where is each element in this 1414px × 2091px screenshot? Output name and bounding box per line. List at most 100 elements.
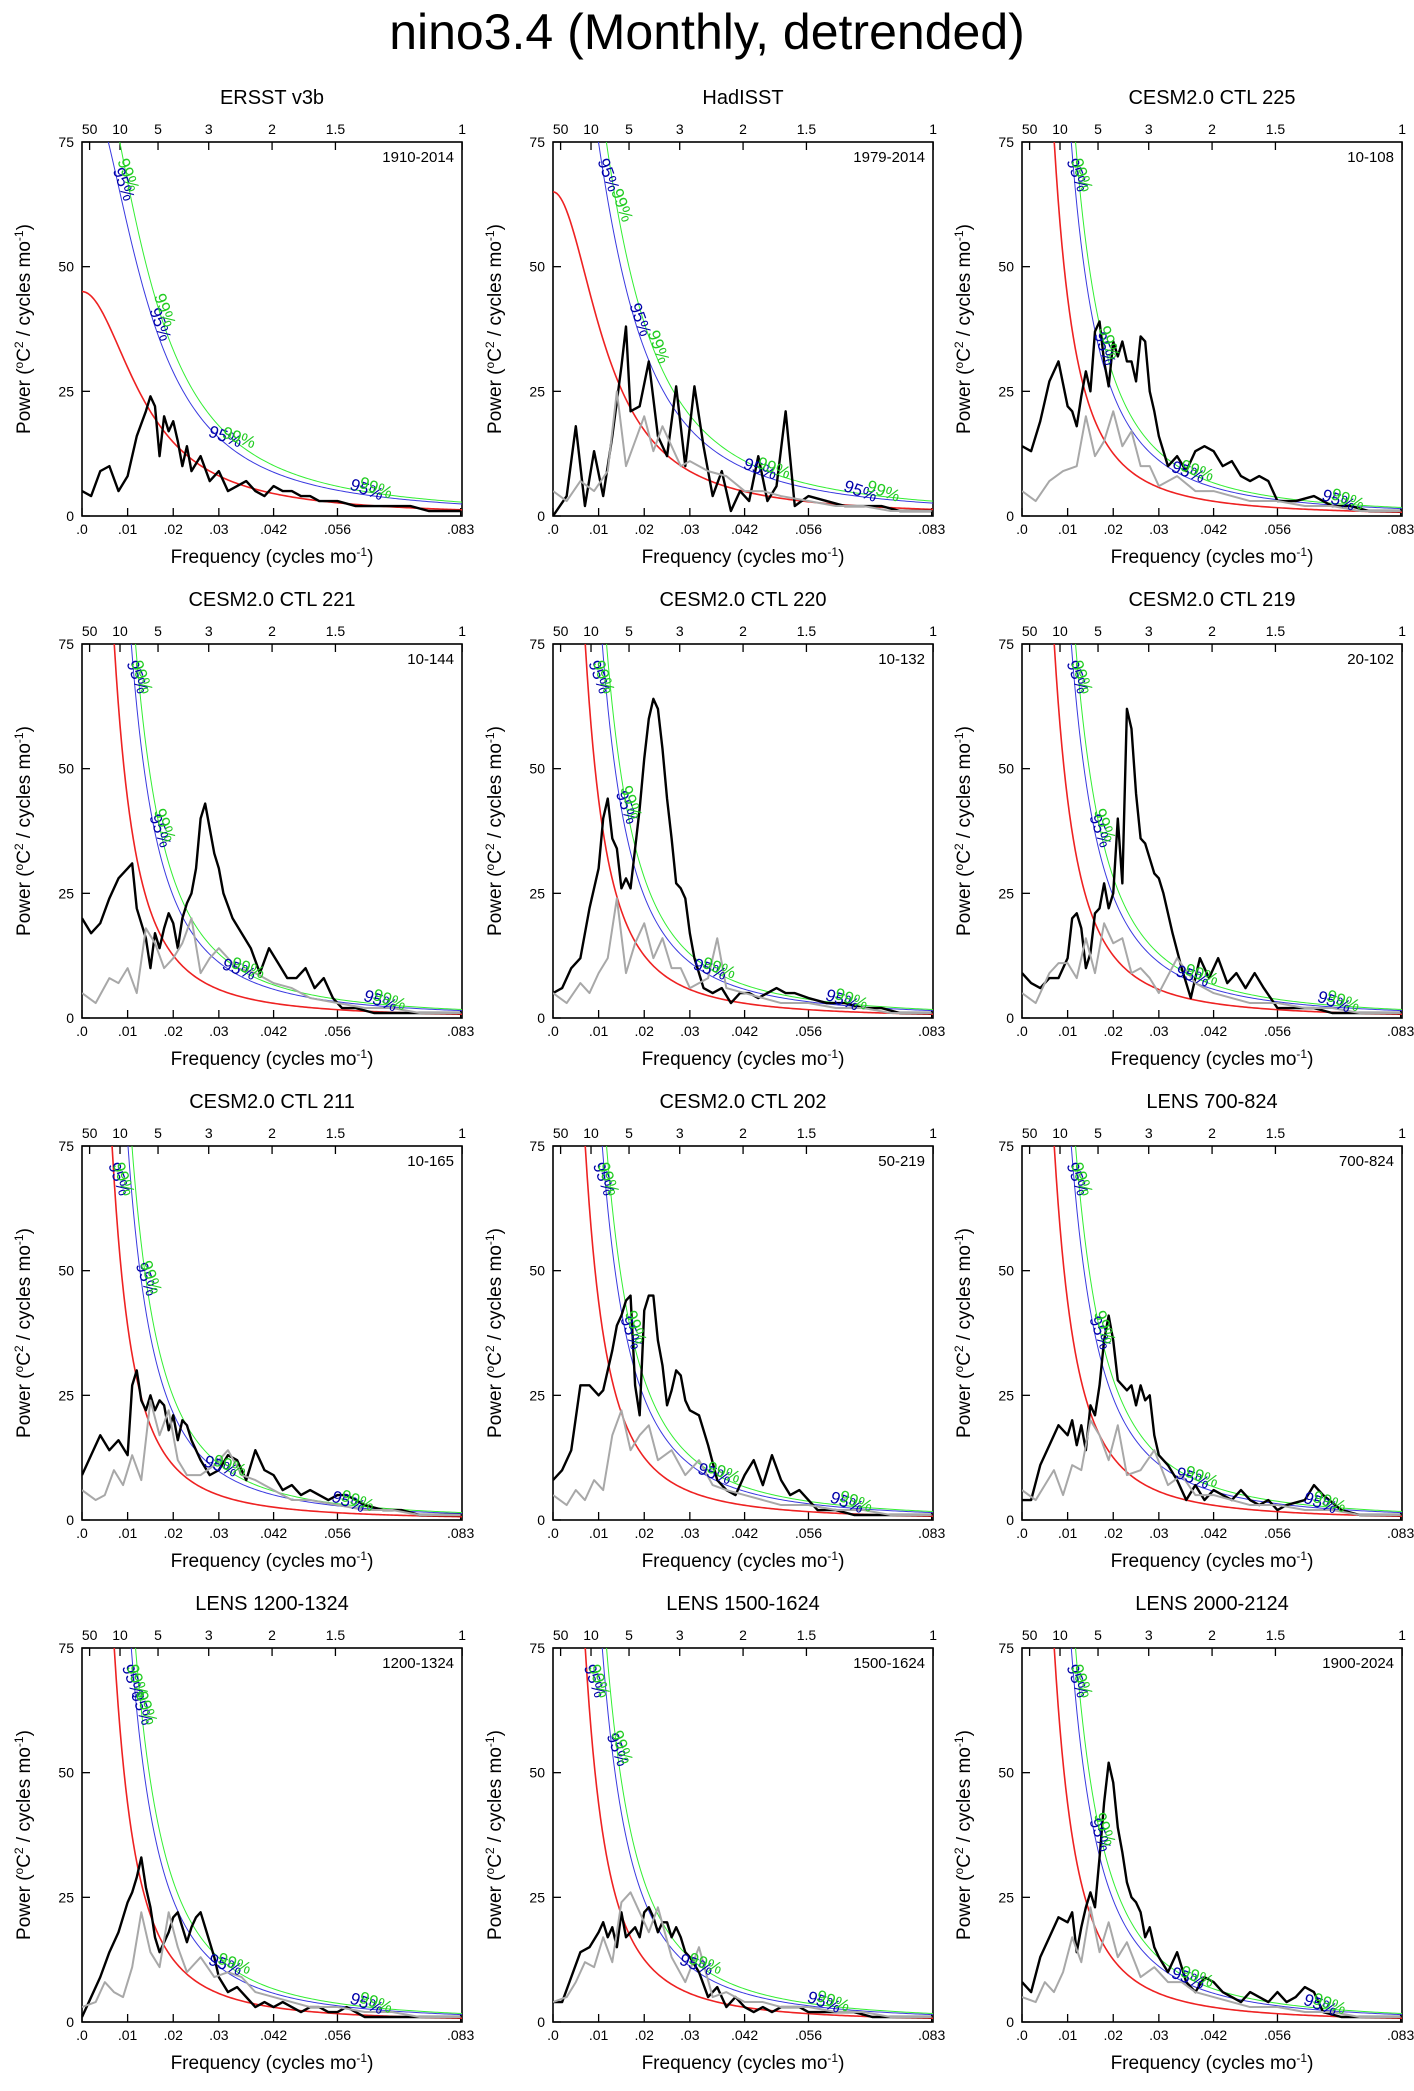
x-tick-label: .0 — [547, 521, 559, 537]
period-tick-label: 1 — [1398, 1125, 1406, 1141]
ci95-curve — [130, 644, 462, 1012]
period-tick-label: 1.5 — [326, 1125, 346, 1141]
x-tick-label: .083 — [1387, 521, 1414, 537]
x-tick-label: .02 — [164, 1023, 184, 1039]
reference-spectrum-line — [82, 1399, 461, 1517]
y-tick-label: 50 — [58, 1765, 74, 1781]
x-tick-label: .0 — [1016, 2027, 1028, 2043]
period-tick-label: 10 — [112, 1125, 128, 1141]
x-tick-label: .01 — [589, 1023, 609, 1039]
ci95-curve — [1070, 644, 1402, 1012]
reference-spectrum-line — [1022, 410, 1401, 513]
plot-frame — [1021, 643, 1403, 1019]
x-tick-label: .056 — [1264, 1525, 1291, 1541]
period-tick-label: 50 — [82, 623, 98, 639]
period-tick-label: 10 — [583, 1125, 599, 1141]
ci95-curve — [597, 142, 933, 504]
y-tick-label: 0 — [66, 1010, 74, 1026]
x-tick-label: .056 — [795, 1023, 822, 1039]
x-axis-label: Frequency (cycles mo-1) — [1111, 545, 1314, 568]
period-tick-label: 5 — [154, 121, 162, 137]
red-noise-curve — [584, 644, 933, 1016]
period-tick-label: 1 — [1398, 623, 1406, 639]
x-tick-label: .01 — [1058, 1525, 1078, 1541]
red-noise-curve — [1053, 142, 1402, 514]
period-tick-label: 5 — [625, 1125, 633, 1141]
y-tick-label: 75 — [998, 134, 1014, 150]
period-tick-label: 1.5 — [1266, 1125, 1286, 1141]
reference-spectrum-line — [553, 390, 932, 513]
spectrum-line — [1022, 707, 1401, 1015]
x-axis-label: Frequency (cycles mo-1) — [1111, 2051, 1314, 2074]
period-tick-label: 5 — [625, 1627, 633, 1643]
period-tick-label: 5 — [154, 1125, 162, 1141]
x-tick-label: .02 — [1104, 1023, 1124, 1039]
period-tick-label: 1 — [1398, 1627, 1406, 1643]
period-tick-label: 1.5 — [797, 623, 817, 639]
period-tick-label: 10 — [583, 623, 599, 639]
period-tick-label: 3 — [676, 121, 684, 137]
spectrum-line — [553, 1294, 932, 1517]
period-tick-label: 3 — [676, 1125, 684, 1141]
x-tick-label: .01 — [118, 521, 138, 537]
x-axis-label: Frequency (cycles mo-1) — [171, 1047, 374, 1070]
y-tick-label: 75 — [529, 134, 545, 150]
y-tick-label: 0 — [66, 508, 74, 524]
spectrum-line — [1022, 1314, 1401, 1517]
chart-title: LENS 700-824 — [1146, 1091, 1277, 1113]
x-tick-label: .0 — [1016, 1525, 1028, 1541]
period-tick-label: 3 — [205, 1125, 213, 1141]
x-axis-label: Frequency (cycles mo-1) — [171, 545, 374, 568]
y-axis-label: Power (oC2 / cycles mo-1) — [952, 726, 975, 936]
period-tick-label: 1 — [458, 623, 466, 639]
period-tick-label: 50 — [1022, 623, 1038, 639]
x-tick-label: .042 — [260, 1525, 287, 1541]
x-tick-label: .083 — [918, 1525, 945, 1541]
y-tick-label: 25 — [998, 1889, 1014, 1905]
period-tick-label: 50 — [82, 1125, 98, 1141]
period-tick-label: 1.5 — [326, 623, 346, 639]
chart-title: LENS 1200-1324 — [195, 1593, 348, 1615]
period-tick-label: 1 — [458, 121, 466, 137]
y-tick-label: 25 — [58, 1889, 74, 1905]
period-tick-label: 1 — [1398, 121, 1406, 137]
period-tick-label: 5 — [1094, 1125, 1102, 1141]
period-tick-label: 2 — [739, 121, 747, 137]
y-tick-label: 50 — [998, 1263, 1014, 1279]
x-tick-label: .03 — [209, 1023, 229, 1039]
period-tick-label: 50 — [1022, 1125, 1038, 1141]
period-label: 10-165 — [407, 1153, 454, 1170]
x-tick-label: .02 — [635, 521, 655, 537]
period-tick-label: 1 — [929, 121, 937, 137]
period-tick-label: 10 — [583, 121, 599, 137]
period-tick-label: 3 — [1145, 1627, 1153, 1643]
y-axis-label: Power (oC2 / cycles mo-1) — [12, 1228, 35, 1438]
y-axis-label: Power (oC2 / cycles mo-1) — [12, 224, 35, 434]
y-axis-label: Power (oC2 / cycles mo-1) — [483, 1730, 506, 1940]
x-tick-label: .01 — [589, 2027, 609, 2043]
x-tick-label: .0 — [1016, 521, 1028, 537]
x-axis-label: Frequency (cycles mo-1) — [642, 2051, 845, 2074]
x-tick-label: .056 — [324, 1525, 351, 1541]
chart-title: LENS 2000-2124 — [1135, 1593, 1288, 1615]
period-tick-label: 2 — [739, 1125, 747, 1141]
x-tick-label: .03 — [209, 1525, 229, 1541]
chart-title: CESM2.0 CTL 211 — [189, 1091, 355, 1113]
ci99-label: 99% — [644, 328, 673, 366]
period-label: 10-144 — [407, 651, 454, 668]
x-tick-label: .056 — [795, 2027, 822, 2043]
period-tick-label: 5 — [625, 121, 633, 137]
ci99-curve — [606, 1648, 933, 2015]
y-axis-label: Power (oC2 / cycles mo-1) — [12, 1730, 35, 1940]
x-tick-label: .01 — [589, 521, 609, 537]
figure-title: nino3.4 (Monthly, detrended) — [389, 4, 1025, 60]
y-tick-label: 0 — [537, 1512, 545, 1528]
period-tick-label: 1.5 — [797, 1627, 817, 1643]
period-tick-label: 1 — [458, 1627, 466, 1643]
period-tick-label: 10 — [1052, 1125, 1068, 1141]
period-tick-label: 50 — [1022, 121, 1038, 137]
ci99-curve — [606, 644, 933, 1011]
x-tick-label: .02 — [1104, 1525, 1124, 1541]
chart-panel: LENS 1500-1624 1500-1624 .0 .01 .02 .03 .042 .0… — [483, 1593, 945, 2074]
y-tick-label: 0 — [1006, 508, 1014, 524]
